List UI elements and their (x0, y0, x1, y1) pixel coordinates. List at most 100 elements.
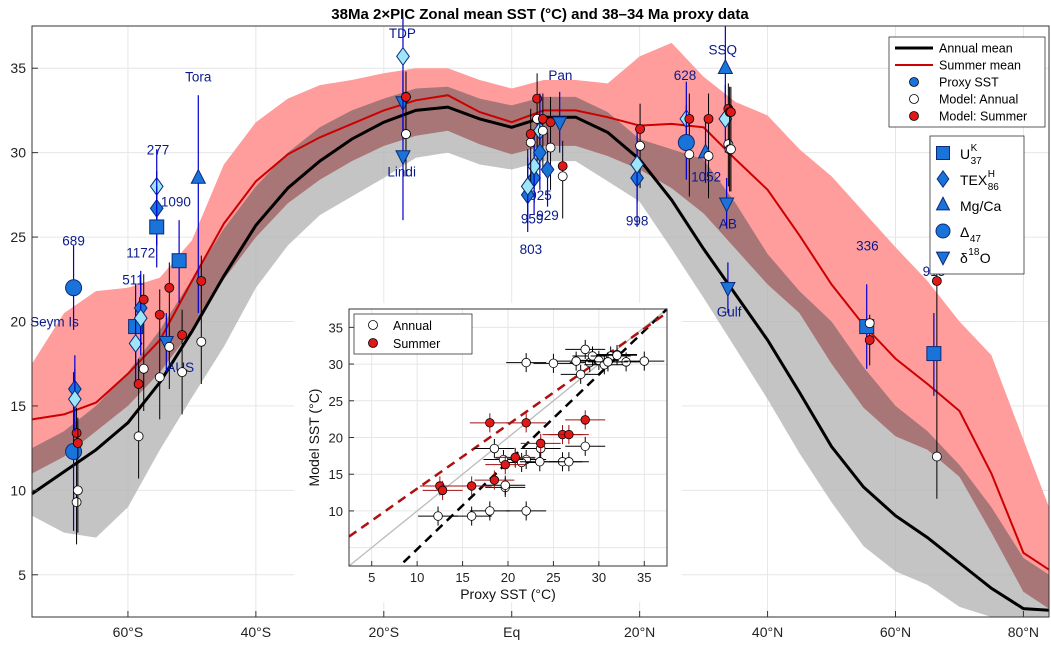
model-summer-point (635, 124, 645, 134)
site-label: Seym Is (30, 315, 79, 330)
model-annual-point (401, 129, 411, 139)
summer-fit-line (348, 311, 668, 538)
model-summer-point (71, 428, 82, 438)
model-annual-point (133, 431, 144, 442)
inset-summer-point (536, 438, 546, 449)
site-803: 803 (520, 108, 543, 257)
site-label: TDP (389, 26, 416, 41)
site-lindi: Lindi (387, 71, 416, 221)
main-legend: Annual mean Summer mean Proxy SST Model: An… (888, 36, 1046, 128)
inset-annual-point (535, 457, 545, 467)
site-label: 689 (62, 234, 85, 249)
site-label: 803 (520, 242, 543, 257)
site-label: AB (719, 217, 737, 232)
model-summer-point (72, 438, 83, 448)
model-annual-point (196, 336, 207, 347)
y-tick-label: 5 (18, 567, 26, 583)
model-summer-point (726, 107, 736, 118)
site-label: Gulf (717, 304, 742, 319)
site-label: 998 (626, 213, 649, 228)
model-annual-point (71, 497, 82, 508)
model-annual-point (931, 451, 942, 462)
inset-y-tick-label: 25 (329, 394, 343, 409)
inset-x-tick-label: 30 (592, 570, 606, 585)
site-label: 1090 (161, 195, 191, 210)
inset-y-tick-label: 10 (329, 504, 343, 519)
square-icon (936, 146, 950, 160)
site-label: Lindi (387, 164, 416, 179)
proxy-marker-triangle-down (551, 116, 568, 132)
site-label: 1052 (691, 169, 721, 184)
inset-y-tick-label: 15 (329, 467, 343, 482)
model-annual-point (72, 485, 83, 496)
proxy-marker-triangle-down (395, 150, 411, 166)
inset-x-tick-label: 25 (546, 570, 560, 585)
x-tick-label: 40°S (241, 624, 272, 640)
proxy-marker-diamond-light (128, 333, 143, 354)
site-label: Tora (185, 70, 212, 85)
model-annual-point (684, 149, 695, 160)
proxy-marker-diamond-light (67, 389, 82, 409)
inset-y-axis-label: Model SST (°C) (306, 389, 322, 487)
site-336: 336 (856, 239, 879, 369)
inset-annual-point (433, 511, 443, 521)
site-gulf: Gulf (717, 86, 742, 319)
inset-annual-point (575, 369, 586, 380)
model-summer-point (864, 335, 875, 345)
site-label: 959 (521, 212, 544, 227)
inset-summer-point (489, 475, 500, 485)
model-annual-point (703, 151, 714, 161)
site-1052: 1052 (691, 93, 721, 199)
inset-x-axis-label: Proxy SST (°C) (460, 586, 556, 602)
inset-x-tick-label: 10 (410, 570, 424, 585)
proxy-marker-circle (65, 279, 83, 297)
legend-label: Summer mean (939, 59, 1021, 73)
inset-legend-label: Annual (393, 319, 432, 333)
site-277: 277 (147, 142, 170, 420)
inset-annual-point (521, 357, 531, 368)
proxy-legend-superscript: 18 (968, 247, 980, 258)
inset-annual-point (564, 457, 574, 467)
proxy-type-legend: U 37 K TEX 86 H Mg/Ca Δ 47δ 18 O (929, 135, 1025, 275)
triangle-down-icon (935, 251, 951, 266)
inset-annual-point (500, 480, 510, 490)
model-summer-point (177, 330, 188, 340)
model-summer-point (557, 161, 568, 172)
proxy-marker-diamond-light (133, 308, 148, 328)
proxy-marker-triangle-down (720, 281, 736, 298)
site-seym-is: Seym Is (30, 315, 83, 533)
inset-summer-point (580, 415, 590, 425)
site-label: 277 (147, 142, 170, 157)
model-summer-point (164, 282, 175, 293)
proxy-marker-triangle-up (190, 168, 207, 184)
inset-legend-marker (368, 320, 378, 330)
y-tick-label: 25 (10, 229, 26, 245)
inset-legend-label: Summer (393, 337, 440, 351)
y-tick-label: 15 (10, 398, 26, 414)
y-tick-label: 10 (10, 482, 26, 498)
triangle-up-icon (935, 196, 951, 211)
y-tick-label: 30 (10, 145, 26, 161)
x-tick-label: 80°N (1008, 624, 1039, 640)
inset-summer-point (437, 485, 448, 496)
model-summer-point (931, 276, 942, 286)
inset-x-tick-label: 20 (501, 570, 515, 585)
site-label: 511 (122, 272, 144, 287)
chart-title: 38Ma 2×PIC Zonal mean SST (°C) and 38–34… (331, 6, 749, 23)
proxy-legend-label: Δ (960, 224, 969, 240)
proxy-marker-diamond-light (520, 176, 535, 197)
inset-x-tick-label: 15 (455, 570, 469, 585)
inset-annual-point (603, 357, 613, 367)
model-summer-point (154, 309, 165, 320)
site-label: SSQ (709, 43, 738, 58)
legend-label: Proxy SST (939, 76, 999, 90)
proxy-marker-square (149, 219, 165, 235)
site-925: 925 (529, 93, 552, 203)
site-998: 998 (626, 103, 649, 228)
inset-background (294, 303, 682, 602)
proxy-marker-diamond-light (396, 46, 410, 67)
inset-annual-point (580, 441, 590, 452)
x-tick-label: 20°S (369, 624, 400, 640)
site-1172: 1172 (126, 245, 155, 411)
